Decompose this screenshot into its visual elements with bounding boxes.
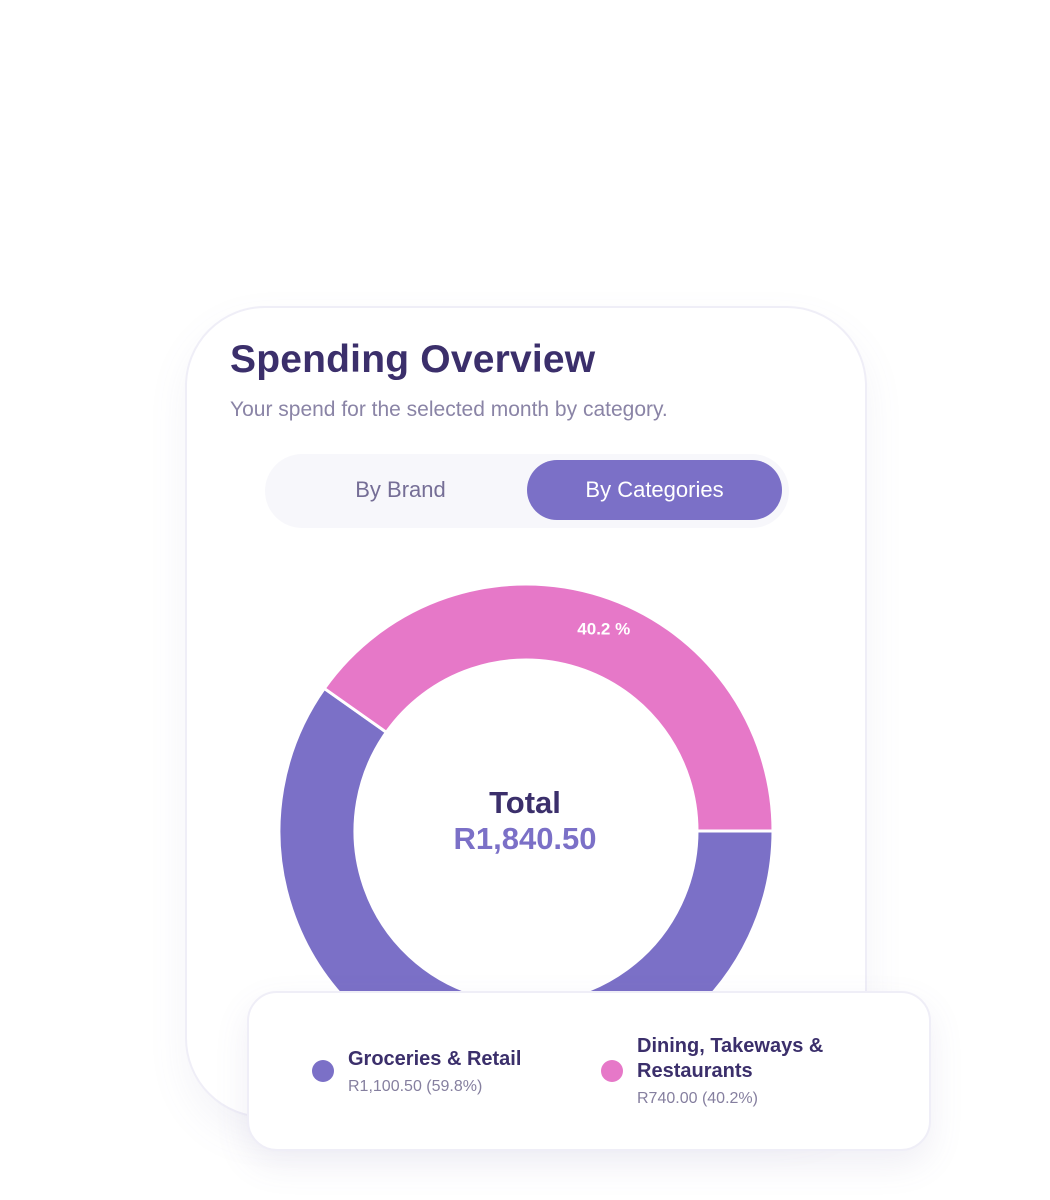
slice-label-dining: 40.2 %: [577, 619, 630, 638]
spending-overview-card: Spending Overview Your spend for the sel…: [185, 306, 867, 1118]
legend-item-groceries[interactable]: Groceries & Retail R1,100.50 (59.8%): [312, 993, 521, 1149]
chart-legend: Groceries & Retail R1,100.50 (59.8%) Din…: [247, 991, 931, 1151]
by-brand-tab[interactable]: By Brand: [355, 477, 446, 502]
center-total-label: Total: [489, 785, 561, 820]
card-title: Spending Overview: [230, 338, 596, 381]
view-toggle: By Brand By Categories: [265, 454, 789, 528]
card-subtitle: Your spend for the selected month by cat…: [230, 398, 668, 421]
center-total-value: R1,840.50: [453, 821, 596, 856]
slice-groceries[interactable]: [277, 686, 775, 1080]
legend-item-dining[interactable]: Dining, Takeways & Restaurants R740.00 (…: [601, 993, 857, 1149]
legend-name: Groceries & Retail: [348, 1047, 522, 1070]
legend-dot-groceries: [312, 1060, 334, 1082]
slice-dining[interactable]: [322, 582, 775, 833]
legend-name: Dining, Takeways & Restaurants: [637, 1035, 824, 1082]
legend-value: R740.00 (40.2%): [637, 1090, 758, 1107]
legend-value: R1,100.50 (59.8%): [348, 1077, 483, 1095]
by-categories-tab[interactable]: By Categories: [527, 460, 782, 520]
donut-slices: [277, 582, 775, 1080]
legend-dot-dining: [601, 1060, 623, 1082]
